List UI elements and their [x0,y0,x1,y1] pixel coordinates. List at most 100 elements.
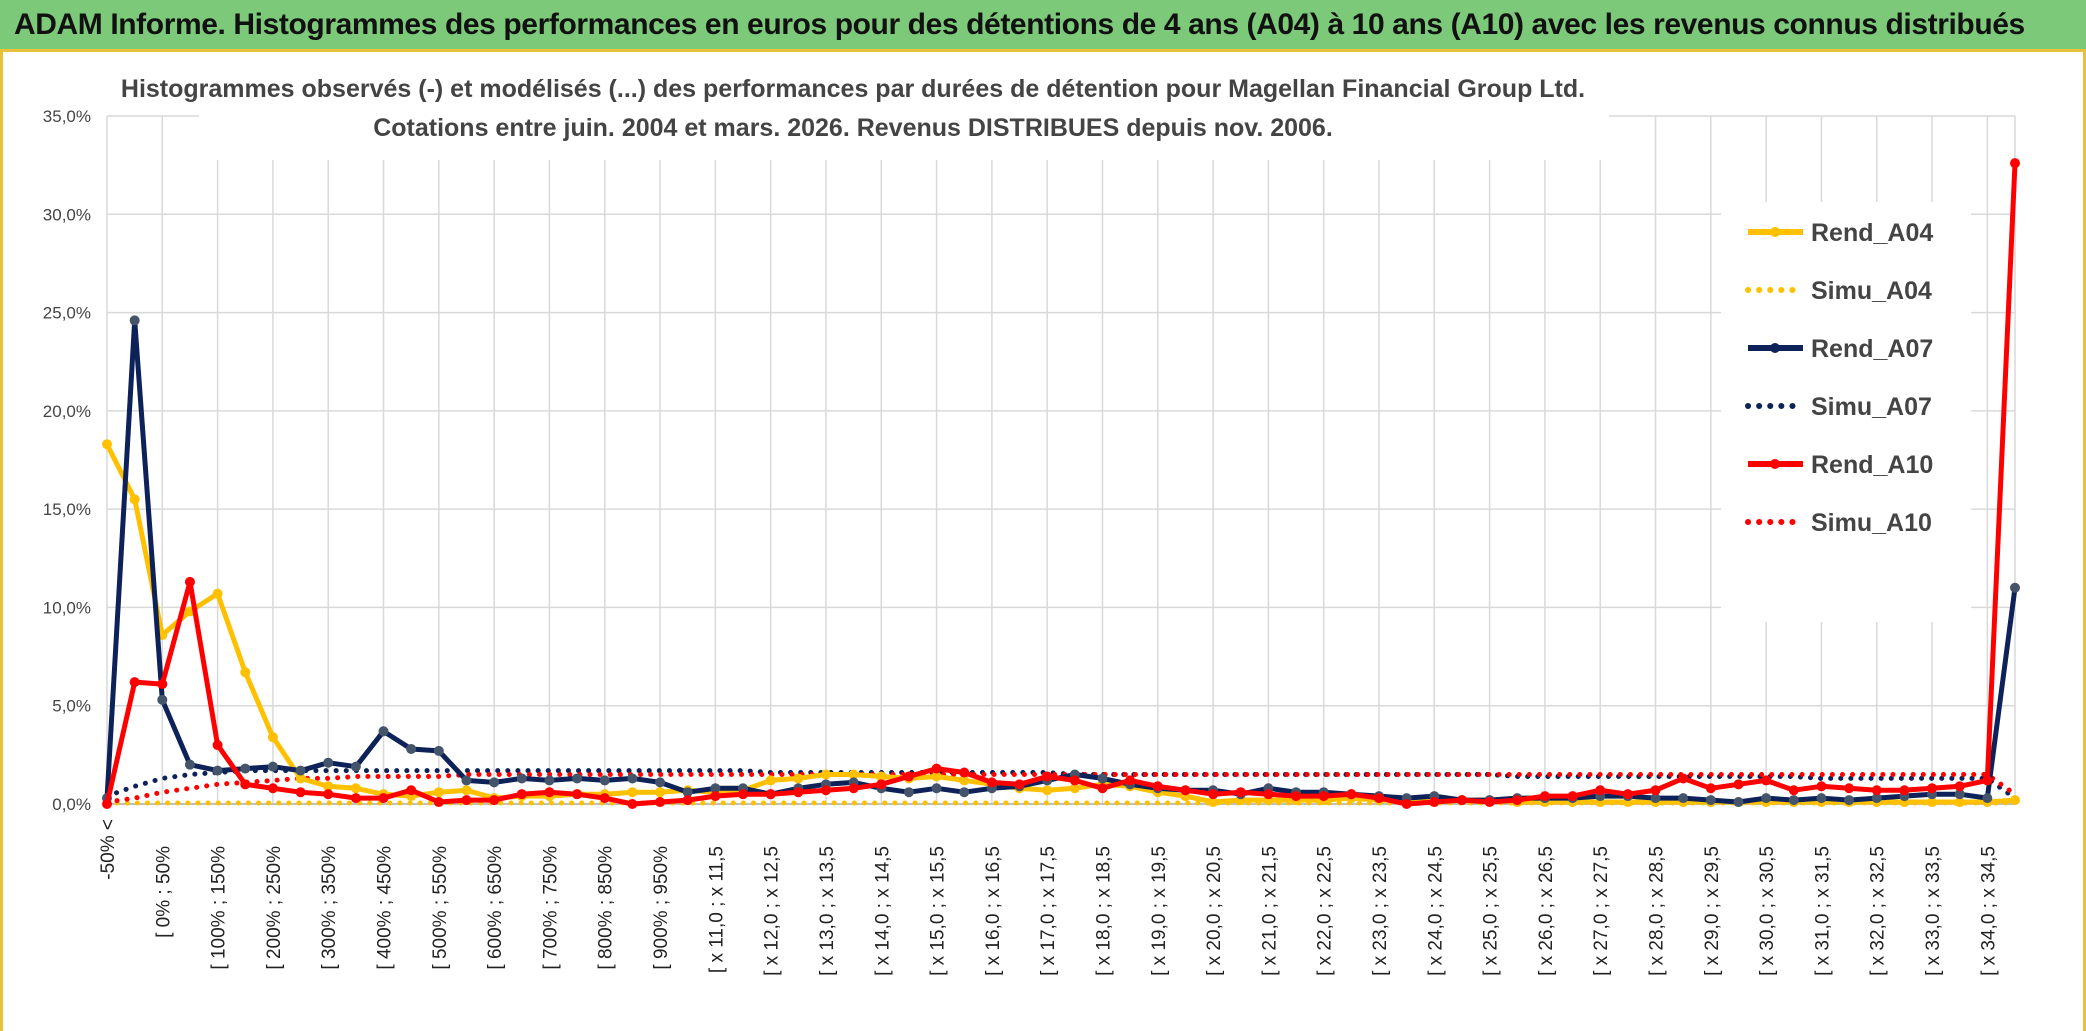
data-point [406,743,417,754]
data-point [710,783,721,794]
data-point [1512,795,1523,806]
legend-item-Simu_A07: Simu_A07 [1745,393,1932,421]
data-point [1263,789,1274,800]
data-point [267,783,278,794]
data-point [461,795,472,806]
x-tick-label: [ x 11,0 ; x 11,5 [706,846,727,973]
data-point [876,771,887,782]
data-point [820,769,831,780]
report-header: ADAM Informe. Histogrammes des performan… [0,0,2086,52]
data-point [267,761,278,772]
chart-title-line2: Cotations entre juin. 2004 et mars. 2026… [373,114,1333,142]
data-point [1899,785,1910,796]
data-point [876,779,887,790]
data-point [1374,793,1384,804]
x-tick-label: [ x 15,0 ; x 15,5 [928,846,949,976]
x-tick-label: [ x 26,0 ; x 26,5 [1536,846,1557,976]
data-point [461,775,472,786]
data-point [1733,779,1744,790]
data-point [655,797,666,808]
data-point [931,771,942,782]
x-tick-label: [ x 14,0 ; x 14,5 [872,846,893,976]
data-point [1318,791,1329,802]
data-point [295,787,306,798]
data-point [240,763,251,774]
data-point [1456,795,1467,806]
legend-item-Rend_A07: Rend_A07 [1748,335,1933,363]
data-point [1042,771,1053,782]
data-point [1761,775,1772,786]
legend-label: Simu_A07 [1811,393,1932,421]
data-point [1291,791,1302,802]
data-point [1705,795,1716,806]
data-point [572,789,583,800]
x-tick-label: [ x 19,0 ; x 19,5 [1149,846,1170,976]
data-point [516,789,527,800]
data-point [1816,781,1827,792]
data-point [378,793,389,804]
x-tick-label: [ x 17,0 ; x 17,5 [1038,846,1059,976]
data-point [157,694,168,705]
data-point [1650,785,1661,796]
data-point [1705,783,1716,794]
y-tick-label: 10,0% [43,598,91,617]
data-point [323,757,334,768]
x-tick-label: [ x 33,0 ; x 33,5 [1923,846,1944,976]
data-point [129,315,140,326]
data-point [1678,793,1689,804]
data-point [1180,785,1191,796]
data-point [129,677,140,688]
legend-label: Rend_A04 [1811,219,1933,247]
data-point [599,793,610,804]
x-tick-label: [ x 34,0 ; x 34,5 [1978,846,1999,976]
x-tick-label: [ x 28,0 ; x 28,5 [1647,846,1668,976]
data-point [1125,775,1136,786]
data-point [267,732,278,743]
x-tick-label: [ x 24,0 ; x 24,5 [1425,846,1446,976]
data-point [102,799,112,809]
data-point [1761,793,1772,804]
x-tick-label: [ 800% ; 850% [596,846,617,970]
data-point [1069,775,1080,786]
data-point [323,781,334,792]
data-point [1484,797,1495,808]
x-axis-ticks: -50% < [ 0% ; 50% [ 100% ; 150% [ 200% ; 25… [98,819,1999,976]
chart-title-block: Histogrammes observés (-) et modélisés (… [121,60,1609,160]
data-point [157,679,168,690]
data-point [710,791,721,802]
data-point [1844,783,1855,794]
data-point [765,775,776,786]
data-point [627,799,638,809]
data-point [1346,789,1357,800]
x-tick-label: -50% < [98,819,119,880]
data-point [1539,791,1550,802]
data-point [295,773,306,784]
x-tick-label: [ x 27,0 ; x 27,5 [1591,846,1612,976]
data-point [212,765,223,776]
data-point [1954,797,1965,808]
y-tick-label: 35,0% [43,107,91,126]
data-point [959,787,970,798]
x-tick-label: [ x 18,0 ; x 18,5 [1093,846,1114,976]
data-point [2010,158,2020,169]
data-point [489,795,500,806]
data-point [1208,797,1219,808]
data-point [1871,793,1882,804]
y-tick-label: 5,0% [52,697,91,716]
series-line-Simu_A07 [104,768,2018,801]
data-point [1816,793,1827,804]
data-point [2010,582,2020,593]
legend-item-Simu_A10: Simu_A10 [1745,509,1932,537]
data-point [793,773,804,784]
data-point [1954,781,1965,792]
y-tick-label: 0,0% [52,795,91,814]
histogram-chart: 0,0% 5,0% 10,0% 15,0% 20,0% 25,0% 30,0% 35,0% -… [43,60,2020,976]
x-tick-label: [ 400% ; 450% [375,846,396,970]
x-tick-label: [ x 31,0 ; x 31,5 [1812,846,1833,976]
data-point [212,588,223,599]
data-point [1097,773,1108,784]
data-point [1844,795,1855,806]
data-point [682,787,693,798]
data-point [461,785,472,796]
x-tick-label: [ 600% ; 650% [485,846,506,970]
